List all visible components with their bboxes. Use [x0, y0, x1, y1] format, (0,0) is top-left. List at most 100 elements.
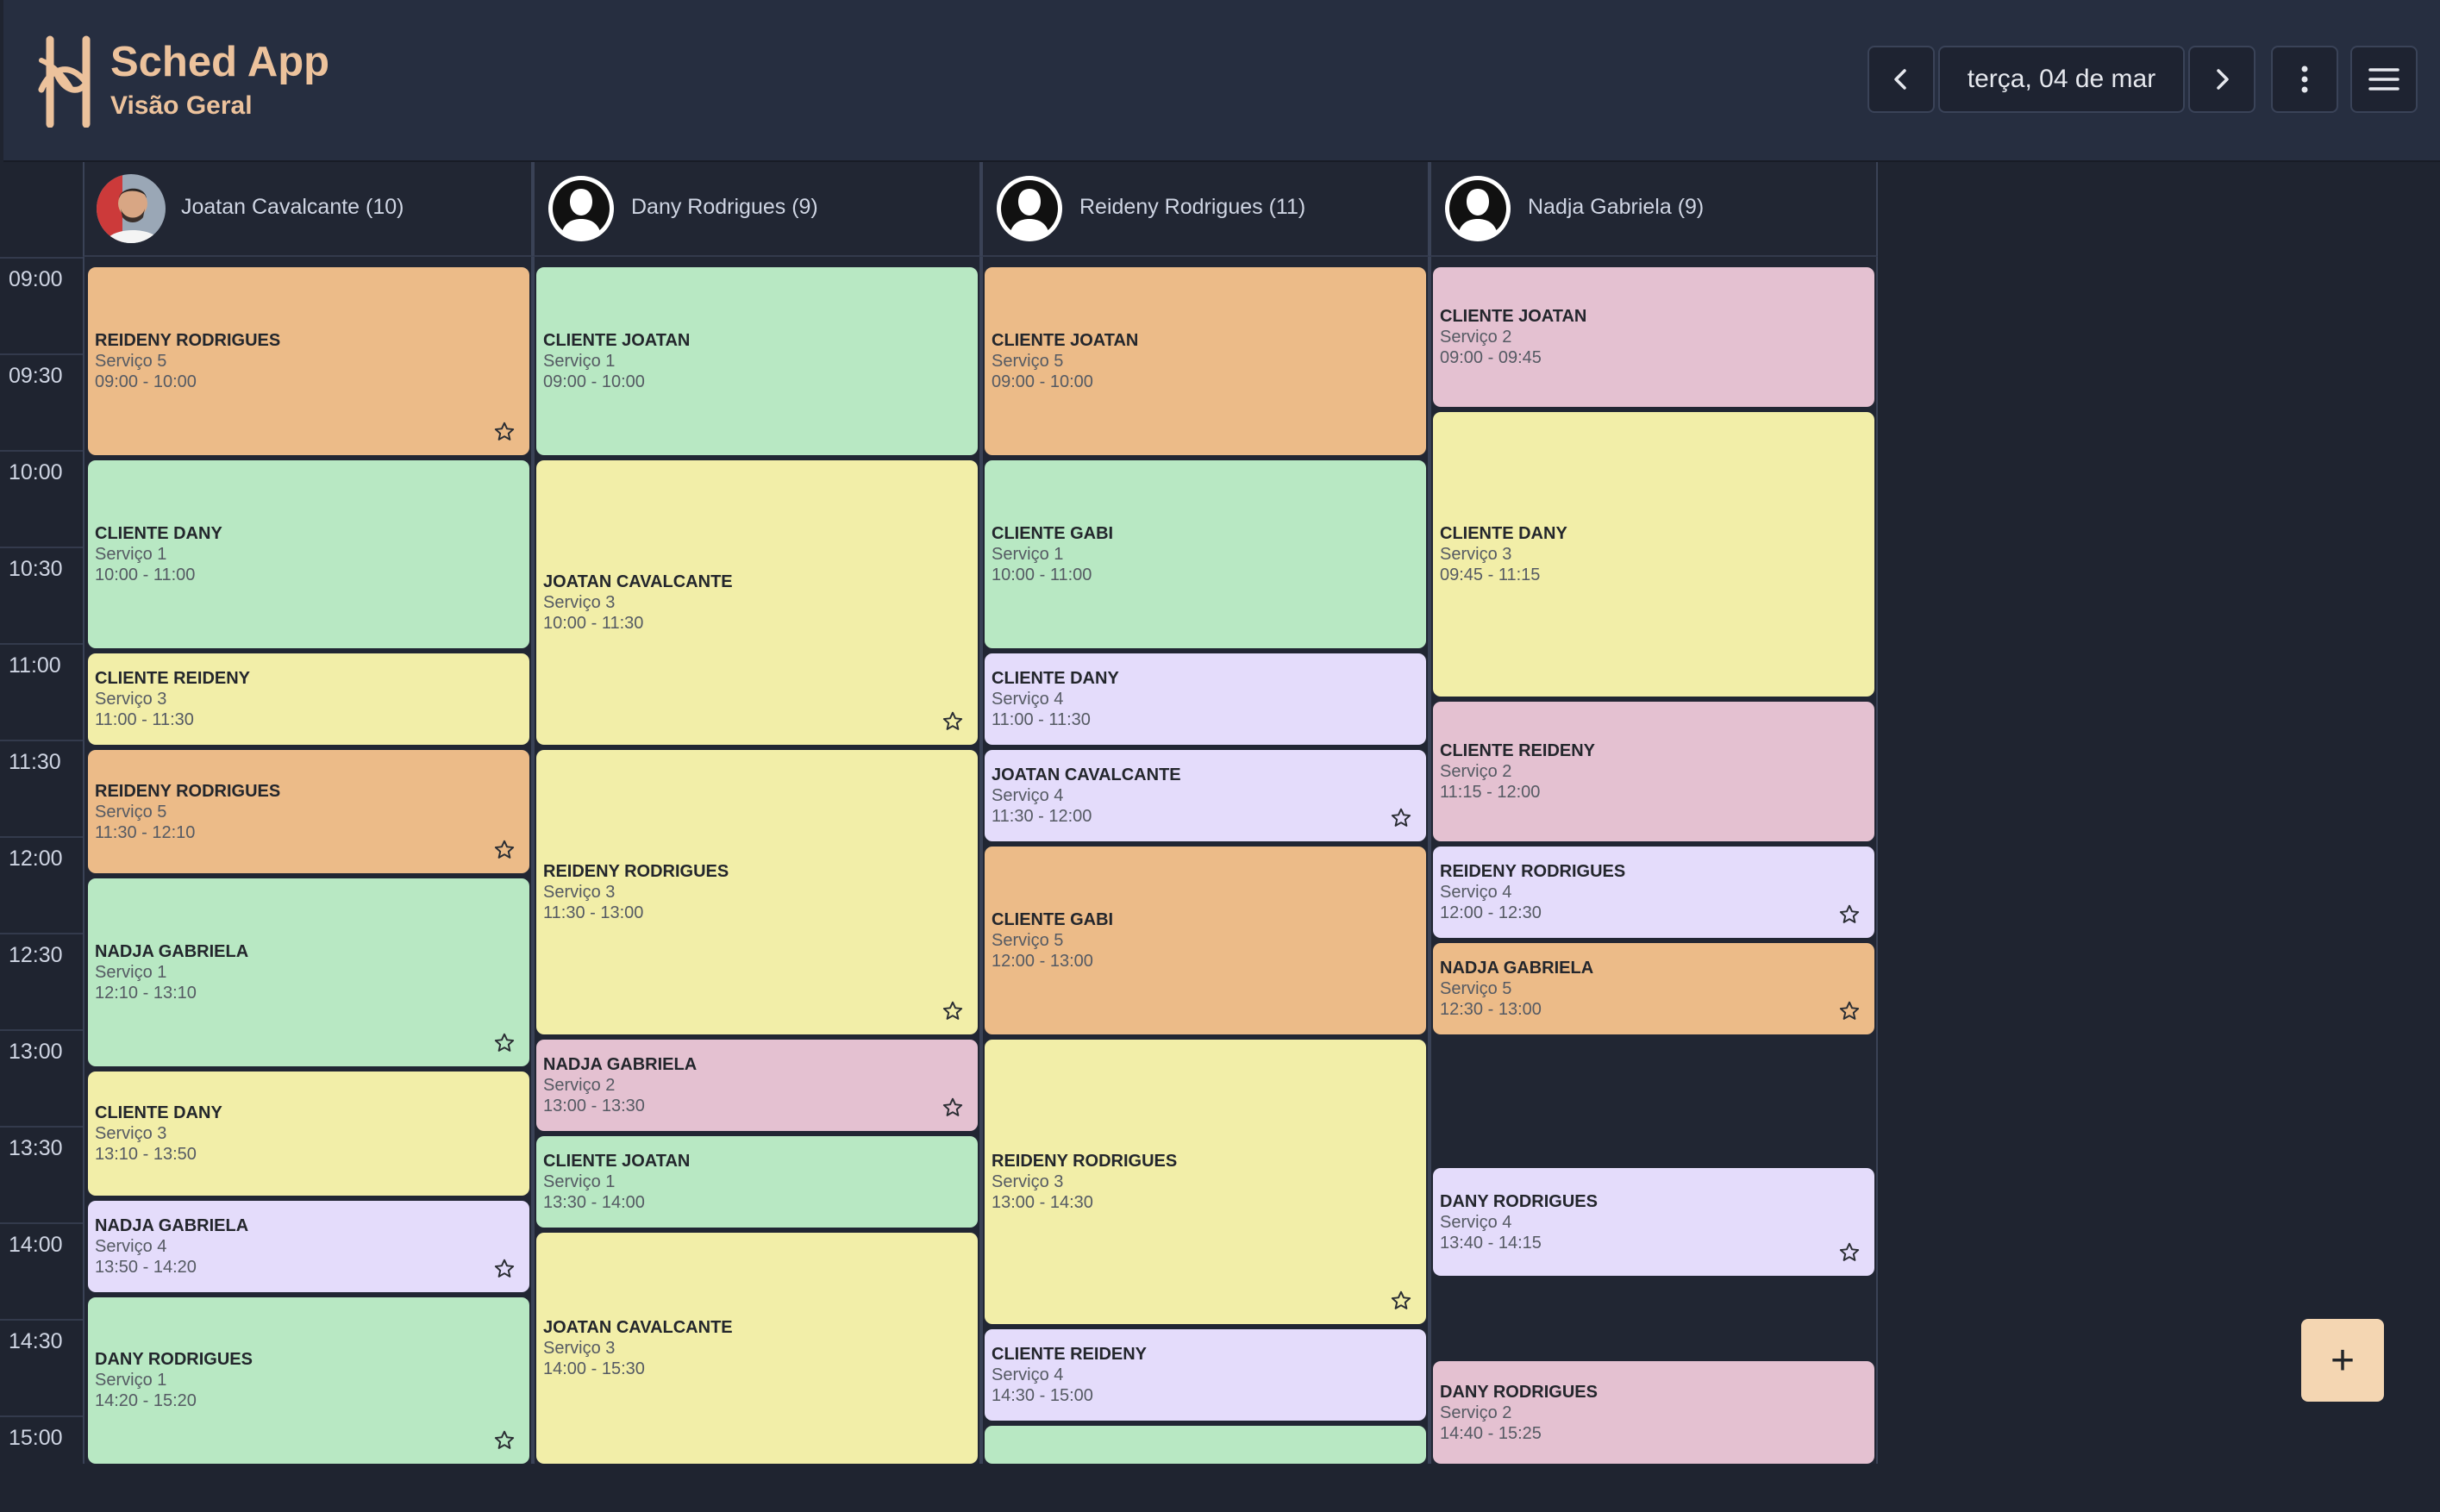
appointment-time: 14:00 - 15:30 [543, 1359, 645, 1378]
appointment-card[interactable]: REIDENY RODRIGUES Serviço 5 09:00 - 10:00 [88, 267, 529, 455]
appointment-card[interactable]: JOATAN CAVALCANTE Serviço 3 14:00 - 15:30 [536, 1233, 978, 1464]
appointment-service: Serviço 2 [1440, 328, 1512, 347]
appointment-card[interactable]: NADJA GABRIELA Serviço 1 12:10 - 13:10 [88, 878, 529, 1067]
appointment-service: Serviço 3 [95, 690, 167, 709]
appointment-service: Serviço 5 [992, 931, 1064, 950]
appointment-time: 11:30 - 12:10 [95, 822, 196, 842]
appointment-service: Serviço 1 [95, 963, 167, 983]
appointment-card[interactable]: CLIENTE JOATAN Serviço 5 09:00 - 10:00 [985, 267, 1426, 455]
appointment-time: 14:40 - 15:25 [1440, 1423, 1542, 1443]
star-icon[interactable] [1838, 903, 1861, 926]
appointment-time: 11:00 - 11:30 [95, 710, 194, 729]
kebab-menu-icon [2301, 66, 2308, 93]
star-icon[interactable] [1390, 807, 1412, 829]
appointment-time: 13:50 - 14:20 [95, 1257, 197, 1277]
star-icon[interactable] [1838, 1241, 1861, 1264]
appointment-client: CLIENTE DANY [1440, 524, 1567, 543]
appointment-service: Serviço 4 [1440, 1212, 1512, 1232]
staff-header[interactable]: Reideny Rodrigues (11) [981, 162, 1430, 257]
appointment-service: Serviço 4 [1440, 883, 1512, 902]
appointment-card[interactable]: CLIENTE GABI Serviço 5 12:00 - 13:00 [985, 847, 1426, 1034]
appointment-time: 09:00 - 10:00 [992, 372, 1093, 391]
user-silhouette-icon [547, 174, 616, 243]
appointment-card[interactable]: DANY RODRIGUES Serviço 1 14:20 - 15:20 [88, 1296, 529, 1464]
appointment-time: 12:10 - 13:10 [95, 984, 197, 1003]
appointment-card[interactable]: CLIENTE DANY Serviço 1 10:00 - 11:00 [88, 460, 529, 648]
star-icon[interactable] [493, 421, 516, 443]
appointment-card[interactable]: REIDENY RODRIGUES Serviço 3 13:00 - 14:30 [985, 1040, 1426, 1324]
star-icon[interactable] [942, 1097, 964, 1119]
time-slot-label: 09:30 [0, 353, 83, 450]
star-icon[interactable] [1390, 1290, 1412, 1312]
appointment-card[interactable]: CLIENTE GABI Serviço 1 10:00 - 11:00 [985, 460, 1426, 648]
appointment-service: Serviço 1 [95, 1371, 167, 1390]
appointment-time: 13:10 - 13:50 [95, 1144, 197, 1164]
appointment-card[interactable]: CLIENTE DANY Serviço 3 09:45 - 11:15 [1433, 412, 1874, 697]
main-menu-button[interactable] [2350, 46, 2418, 113]
appointment-card[interactable]: CLIENTE DANY Serviço 4 11:00 - 11:30 [985, 653, 1426, 745]
appointment-card[interactable]: REIDENY RODRIGUES Serviço 4 12:00 - 12:30 [1433, 847, 1874, 938]
appointment-service: Serviço 2 [543, 1076, 616, 1095]
next-day-button[interactable] [2188, 46, 2255, 113]
appointment-card[interactable]: CLIENTE JOATAN Serviço 1 13:30 - 14:00 [536, 1136, 978, 1228]
appointment-client: CLIENTE JOATAN [543, 1152, 691, 1171]
time-slot-label: 09:00 [0, 257, 83, 353]
appointment-time: 11:15 - 12:00 [1440, 783, 1541, 802]
star-icon[interactable] [493, 839, 516, 861]
appointment-service: Serviço 4 [992, 690, 1064, 709]
appointment-service: Serviço 5 [1440, 979, 1512, 998]
add-appointment-button[interactable]: + [2301, 1319, 2384, 1402]
appointment-service: Serviço 3 [543, 1339, 616, 1358]
appointment-card[interactable]: CLIENTE REIDENY Serviço 3 11:00 - 11:30 [88, 653, 529, 745]
appointment-service: Serviço 4 [992, 1365, 1064, 1384]
appointment-card[interactable]: DANY RODRIGUES Serviço 4 13:40 - 14:15 [1433, 1168, 1874, 1276]
staff-name: Joatan Cavalcante (10) [181, 195, 404, 219]
appointment-client: CLIENTE REIDENY [1440, 741, 1596, 760]
chevron-left-icon [1894, 69, 1906, 90]
appointment-card[interactable]: CLIENTE JOATAN Serviço 1 09:00 - 10:00 [536, 267, 978, 455]
appointment-card[interactable]: DANY RODRIGUES Serviço 2 14:40 - 15:25 [1433, 1361, 1874, 1464]
appointment-card[interactable] [985, 1426, 1426, 1464]
appointment-card[interactable]: CLIENTE DANY Serviço 3 13:10 - 13:50 [88, 1072, 529, 1196]
appointment-client: CLIENTE GABI [992, 910, 1114, 929]
appointment-time: 12:30 - 13:00 [1440, 1000, 1542, 1019]
appointment-card[interactable]: NADJA GABRIELA Serviço 4 13:50 - 14:20 [88, 1200, 529, 1292]
date-selector[interactable]: terça, 04 de mar [1938, 46, 2185, 113]
star-icon[interactable] [1838, 1000, 1861, 1022]
appointment-client: REIDENY RODRIGUES [95, 781, 281, 801]
more-options-button[interactable] [2271, 46, 2338, 113]
time-slot-label: 12:30 [0, 933, 83, 1029]
prev-day-button[interactable] [1868, 46, 1935, 113]
appointment-time: 10:00 - 11:00 [992, 565, 1092, 584]
appointment-card[interactable]: REIDENY RODRIGUES Serviço 3 11:30 - 13:00 [536, 750, 978, 1034]
appointment-client: CLIENTE JOATAN [1440, 307, 1587, 326]
appointment-time: 12:00 - 12:30 [1440, 903, 1542, 922]
appointment-card[interactable]: REIDENY RODRIGUES Serviço 5 11:30 - 12:10 [88, 750, 529, 874]
staff-header[interactable]: Dany Rodrigues (9) [533, 162, 981, 257]
appointment-card[interactable]: CLIENTE REIDENY Serviço 2 11:15 - 12:00 [1433, 702, 1874, 841]
star-icon[interactable] [493, 1429, 516, 1452]
time-slot-label: 13:00 [0, 1029, 83, 1126]
star-icon[interactable] [942, 710, 964, 733]
star-icon[interactable] [493, 1032, 516, 1054]
staff-header[interactable]: Nadja Gabriela (9) [1430, 162, 1878, 257]
user-silhouette-icon [995, 174, 1064, 243]
appointment-time: 11:00 - 11:30 [992, 710, 1091, 729]
appointment-client: NADJA GABRIELA [1440, 959, 1594, 978]
appointment-card[interactable]: JOATAN CAVALCANTE Serviço 3 10:00 - 11:30 [536, 460, 978, 745]
star-icon[interactable] [493, 1258, 516, 1280]
appointment-card[interactable]: NADJA GABRIELA Serviço 2 13:00 - 13:30 [536, 1040, 978, 1131]
appointment-client: DANY RODRIGUES [1440, 1382, 1598, 1402]
appointment-service: Serviço 3 [1440, 545, 1512, 564]
appointment-card[interactable]: CLIENTE REIDENY Serviço 4 14:30 - 15:00 [985, 1329, 1426, 1421]
appointment-card[interactable]: JOATAN CAVALCANTE Serviço 4 11:30 - 12:00 [985, 750, 1426, 841]
time-slot-label: 12:00 [0, 836, 83, 933]
appointment-time: 10:00 - 11:30 [543, 614, 644, 633]
staff-header[interactable]: Joatan Cavalcante (10) [83, 162, 533, 257]
star-icon[interactable] [942, 1000, 964, 1022]
appointment-card[interactable]: NADJA GABRIELA Serviço 5 12:30 - 13:00 [1433, 943, 1874, 1034]
time-slot-label: 15:00 [0, 1415, 83, 1512]
appointment-card[interactable]: CLIENTE JOATAN Serviço 2 09:00 - 09:45 [1433, 267, 1874, 407]
appointment-time: 14:20 - 15:20 [95, 1391, 197, 1411]
appointment-service: Serviço 4 [992, 786, 1064, 805]
